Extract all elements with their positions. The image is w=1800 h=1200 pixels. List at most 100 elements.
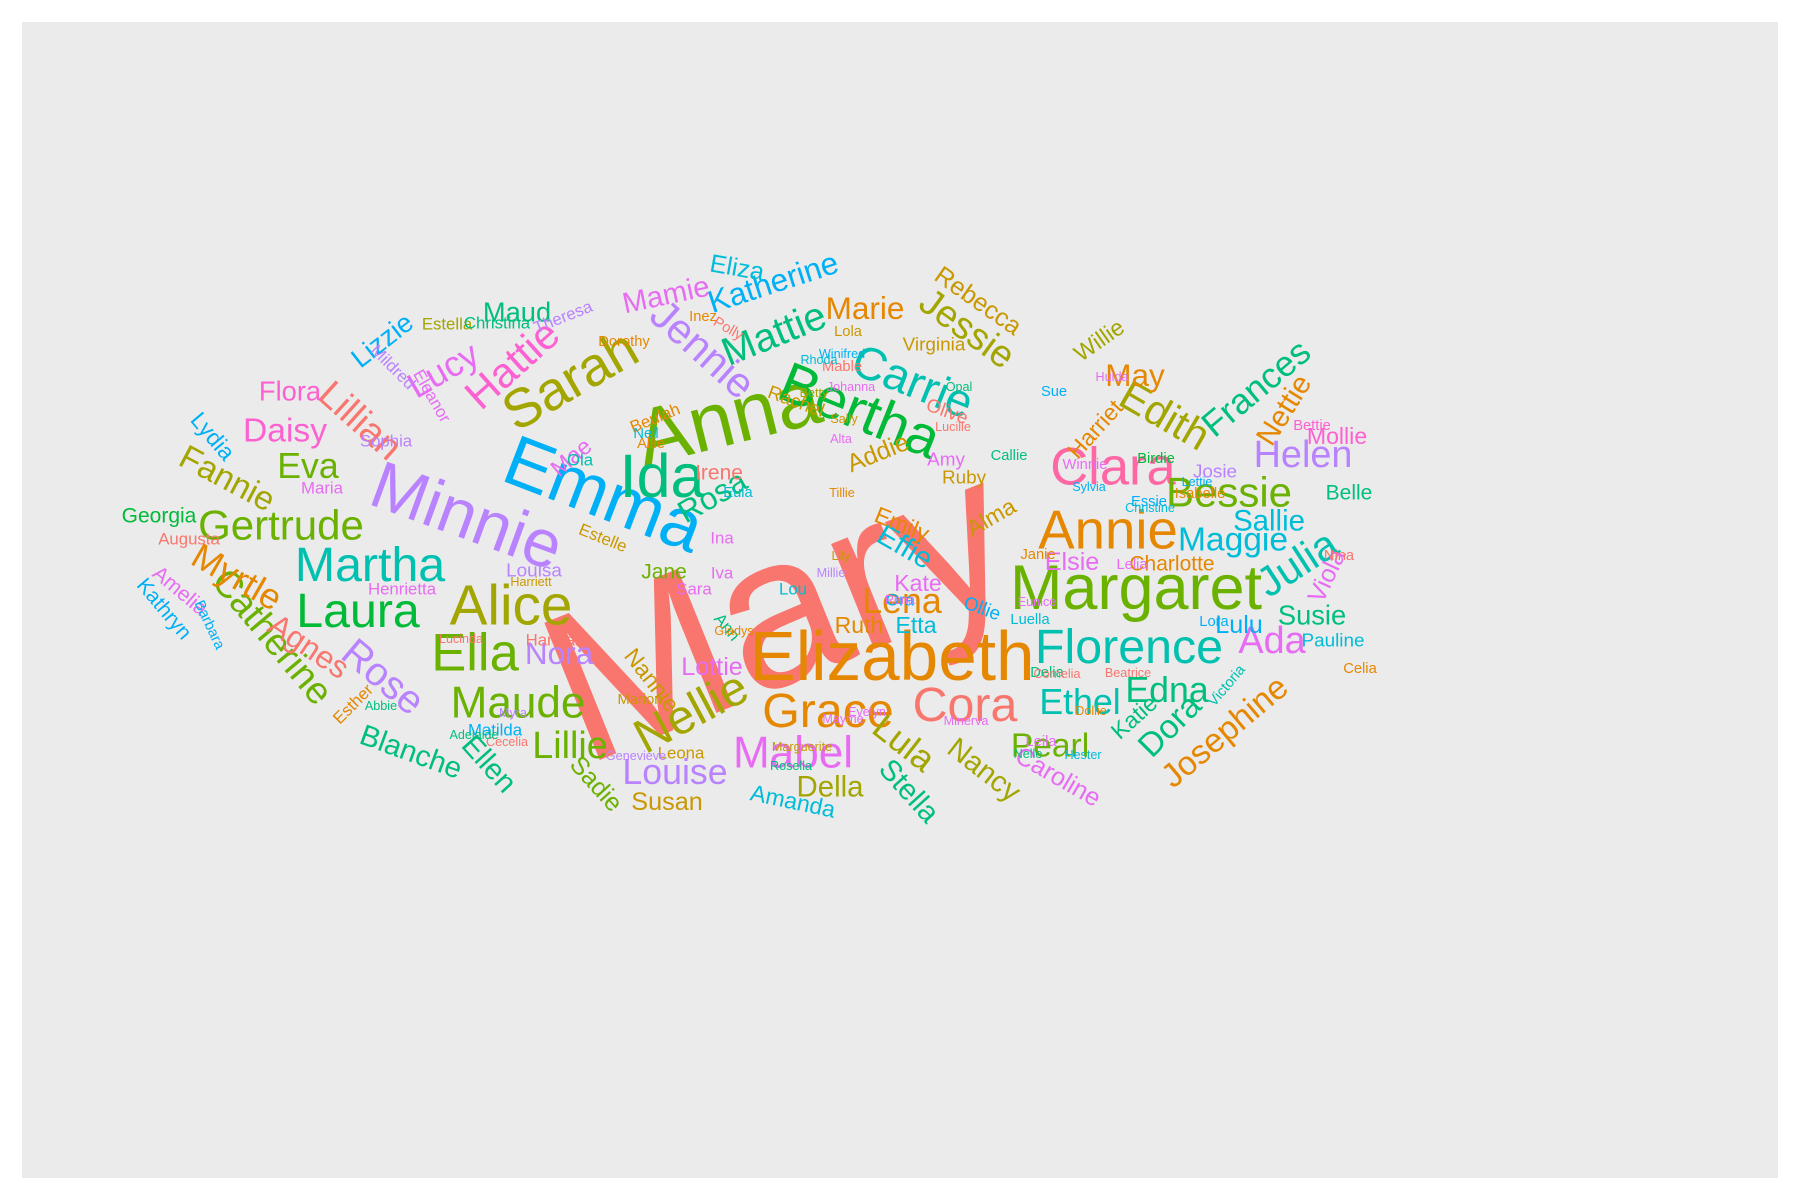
word-opal: Opal (946, 380, 973, 394)
word-abbie: Abbie (365, 699, 397, 713)
word-mabel: Mabel (733, 729, 853, 778)
word-louise: Louise (622, 752, 727, 792)
word-tillie: Tillie (829, 486, 854, 500)
word-ruby: Ruby (942, 468, 987, 489)
word-kate: Kate (894, 570, 942, 596)
word-lena: Lena (862, 581, 942, 621)
word-genevieve: Genevieve (606, 749, 666, 763)
word-georgia: Georgia (122, 505, 197, 528)
word-sylvia: Sylvia (1072, 480, 1106, 494)
word-ida: Ida (620, 442, 705, 510)
wordcloud-panel: Mary Anna Emma Elizabeth Minnie Margaret Ida Al… (22, 22, 1778, 1178)
word-ethel: Ethel (1039, 682, 1120, 722)
word-ada: Ada (1238, 620, 1306, 662)
word-augusta: Augusta (158, 530, 220, 549)
word-lottie: Lottie (681, 653, 743, 681)
word-delia: Delia (1030, 665, 1064, 681)
word-maggie: Maggie (1178, 522, 1288, 559)
word-irene: Irene (695, 462, 743, 485)
word-lucinda: Lucinda (439, 632, 483, 646)
word-lulu: Lulu (1215, 611, 1263, 639)
word-bettie: Bettie (1293, 418, 1331, 434)
word-hester: Hester (1064, 748, 1101, 762)
word-birdie: Birdie (1137, 451, 1175, 467)
word-ella: Ella (431, 624, 519, 683)
word-hannah: Hannah (526, 631, 585, 650)
word-johanna: Johanna (827, 380, 875, 394)
word-lora: Lora (1199, 614, 1229, 630)
word-margaret: Margaret (1010, 553, 1263, 623)
word-nell: Nell (633, 426, 658, 442)
word-dollie: Dollie (1075, 704, 1107, 718)
word-nora: Nora (525, 635, 594, 671)
word-alice: Alice (450, 575, 573, 638)
word-myra: Myra (499, 706, 527, 720)
word-beatrice: Beatrice (1105, 666, 1151, 680)
word-josie: Josie (1193, 462, 1237, 483)
word-eunice: Eunice (1018, 595, 1057, 609)
word-henrietta: Henrietta (368, 580, 437, 599)
word-susie: Susie (1278, 600, 1346, 631)
word-sally: Sally (830, 412, 858, 426)
word-mollie: Mollie (1307, 423, 1367, 449)
word-maria: Maria (301, 479, 344, 498)
word-allie: Allie (637, 436, 665, 452)
word-ina: Ina (710, 529, 734, 548)
word-betty: Betty (800, 386, 829, 400)
word-belle: Belle (1326, 482, 1373, 505)
word-celia: Celia (1343, 661, 1377, 677)
word-ora: Ora (886, 591, 915, 610)
word-marguerite: Marguerite (772, 740, 832, 754)
word-luella: Luella (1010, 612, 1050, 628)
word-flora: Flora (259, 376, 322, 407)
word-callie: Callie (991, 448, 1028, 464)
word-bessie: Bessie (1166, 469, 1292, 516)
word-elsie: Elsie (1045, 548, 1100, 576)
word-pearl: Pearl (1011, 728, 1089, 765)
word-helen: Helen (1254, 434, 1353, 476)
word-evelyn: Evelyn (848, 705, 886, 719)
word-lelia: Lelia (1116, 557, 1148, 573)
word-virginia: Virginia (903, 335, 966, 356)
word-laura: Laura (296, 584, 420, 638)
word-daisy: Daisy (243, 413, 327, 450)
word-winifred: Winifred (819, 347, 865, 361)
word-eva: Eva (277, 446, 339, 486)
word-lettie: Lettie (1182, 475, 1213, 489)
word-matilda: Matilda (468, 721, 523, 740)
word-nina: Nina (1324, 548, 1355, 564)
word-etta: Etta (895, 612, 936, 638)
word-essie: Essie (1131, 494, 1167, 510)
word-sallie: Sallie (1233, 505, 1305, 538)
word-estella: Estella (422, 315, 473, 334)
word-lola: Lola (834, 324, 863, 340)
word-charlotte: Charlotte (1129, 553, 1214, 576)
word-hulda: Hulda (1096, 370, 1129, 384)
word-rosella: Rosella (770, 759, 812, 773)
word-christina: Christina (464, 314, 531, 333)
wordcloud-svg: MaryAnnaEmmaElizabethMinnieMargaretIdaAl… (122, 244, 1378, 830)
word-rena: Rena (885, 593, 915, 607)
word-iva: Iva (711, 564, 734, 583)
word-millie: Millie (817, 566, 846, 580)
word-mayme: Mayme (822, 712, 863, 726)
word-martha: Martha (295, 538, 445, 592)
word-gladys: Gladys (714, 624, 753, 638)
word-lily: Lily (832, 549, 852, 563)
word-may: May (1105, 357, 1165, 393)
word-gertrude: Gertrude (198, 502, 364, 549)
word-leila: Leila (1025, 734, 1057, 750)
word-cecelia: Cecelia (486, 735, 528, 749)
word-edna: Edna (1125, 670, 1208, 710)
word-louisa: Louisa (506, 561, 562, 582)
word-della: Della (797, 771, 865, 804)
word-pauline: Pauline (1301, 631, 1364, 652)
word-eula: Eula (723, 485, 753, 501)
word-annie: Annie (1038, 500, 1178, 561)
word-florence: Florence (1035, 620, 1223, 674)
word-lou: Lou (779, 580, 807, 599)
word-harriett: Harriett (510, 575, 552, 589)
word-marie: Marie (826, 290, 905, 326)
word-elizabeth: Elizabeth (749, 617, 1034, 695)
word-winnie: Winnie (1063, 457, 1108, 473)
